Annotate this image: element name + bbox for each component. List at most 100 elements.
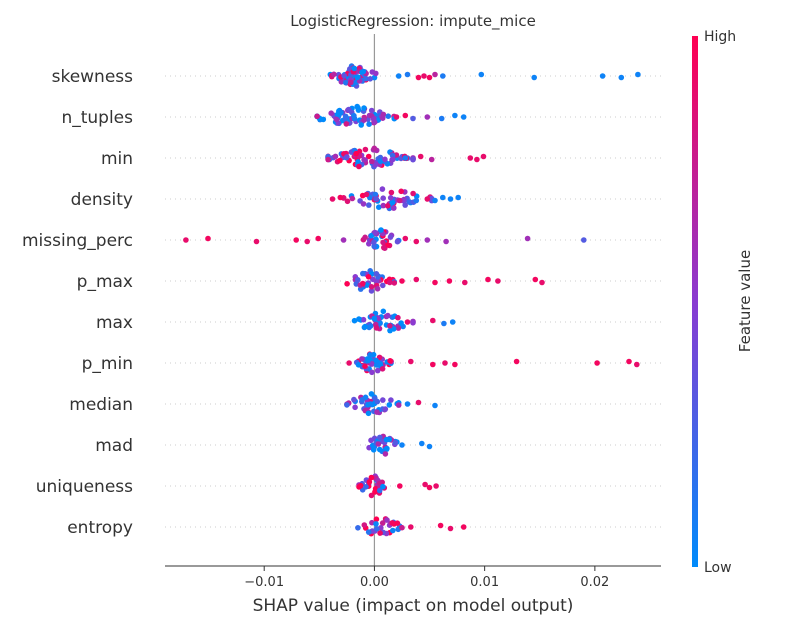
shap-point	[380, 239, 386, 246]
shap-point	[371, 74, 378, 81]
shap-point	[410, 320, 416, 326]
shap-point	[379, 366, 386, 372]
shap-point	[424, 196, 431, 202]
shap-point	[361, 105, 367, 111]
feature-label: p_max	[77, 272, 133, 292]
shap-point	[388, 397, 394, 403]
shap-point	[452, 112, 458, 119]
shap-point	[373, 521, 379, 527]
shap-point	[495, 278, 501, 284]
shap-point	[440, 73, 446, 79]
shap-point	[359, 356, 365, 362]
shap-point	[380, 397, 386, 403]
shap-point	[363, 484, 369, 490]
shap-point	[380, 195, 387, 201]
shap-point	[413, 276, 420, 283]
shap-point	[394, 238, 401, 245]
shap-point	[413, 238, 420, 245]
shap-point	[386, 436, 393, 443]
shap-point	[438, 115, 445, 122]
shap-point	[390, 156, 396, 163]
shap-point	[380, 282, 386, 289]
feature-label: density	[71, 190, 133, 210]
shap-point	[358, 122, 365, 128]
shap-point	[371, 145, 378, 152]
shap-point	[354, 74, 361, 81]
shap-point	[408, 358, 414, 365]
shap-point	[430, 317, 436, 324]
shap-point	[449, 319, 456, 325]
shap-point	[393, 114, 400, 120]
shap-point	[373, 70, 379, 77]
shap-point	[365, 529, 372, 535]
shap-point	[253, 238, 260, 245]
shap-point	[421, 73, 427, 79]
shap-point	[524, 235, 531, 242]
shap-point	[374, 398, 381, 405]
shap-point	[369, 158, 375, 165]
shap-point	[365, 153, 372, 160]
shap-point	[355, 362, 362, 368]
shap-point	[371, 239, 377, 245]
colorbar	[692, 36, 698, 567]
feature-label: median	[69, 395, 133, 415]
shap-point	[413, 197, 420, 204]
shap-point	[372, 162, 379, 168]
shap-point	[373, 195, 379, 202]
shap-point	[371, 243, 378, 250]
shap-point	[385, 113, 392, 119]
feature-label: max	[96, 313, 133, 333]
shap-point	[460, 114, 467, 120]
shap-point	[380, 202, 387, 209]
shap-point	[415, 74, 422, 81]
shap-point	[424, 114, 431, 120]
shap-point	[626, 358, 632, 365]
shap-point	[399, 278, 405, 284]
x-tick-label: 0.00	[360, 575, 389, 590]
shap-point	[343, 79, 349, 86]
x-tick-label: −0.01	[244, 575, 284, 590]
shap-point	[446, 278, 453, 284]
shap-point	[377, 434, 383, 441]
shap-point	[361, 117, 367, 123]
shap-point	[367, 352, 373, 358]
shap-point	[356, 316, 362, 322]
colorbar-high-label: High	[704, 29, 736, 45]
shap-point	[352, 404, 358, 411]
x-tick-label: 0.01	[470, 575, 499, 590]
shap-point	[341, 72, 348, 79]
shap-point	[376, 446, 383, 453]
shap-point	[391, 280, 398, 286]
shap-point	[480, 153, 487, 160]
shap-point	[344, 402, 350, 408]
shap-point	[390, 205, 397, 211]
shap-point	[387, 358, 393, 364]
shap-point	[368, 474, 375, 481]
shap-point	[333, 116, 340, 123]
shap-point	[368, 284, 375, 290]
shap-point	[467, 155, 474, 161]
shap-point	[373, 357, 379, 364]
feature-label: skewness	[52, 67, 134, 87]
shap-point	[373, 325, 380, 331]
feature-label: min	[101, 149, 133, 169]
shap-point	[370, 116, 377, 122]
shap-point	[513, 358, 520, 365]
shap-point	[183, 237, 189, 243]
shap-point	[447, 525, 454, 532]
feature-label: mad	[95, 436, 133, 456]
shap-point	[376, 487, 383, 494]
shap-point	[205, 235, 211, 242]
shap-point	[402, 202, 409, 208]
shap-point	[351, 112, 357, 119]
shap-point	[353, 150, 359, 157]
shap-point	[385, 312, 391, 319]
feature-label: missing_perc	[22, 231, 133, 251]
x-tick-label: 0.02	[580, 575, 609, 590]
shap-point	[329, 196, 336, 202]
shap-point	[426, 443, 433, 450]
shap-point	[361, 157, 367, 163]
shap-point	[384, 517, 390, 523]
shap-point	[363, 191, 370, 198]
